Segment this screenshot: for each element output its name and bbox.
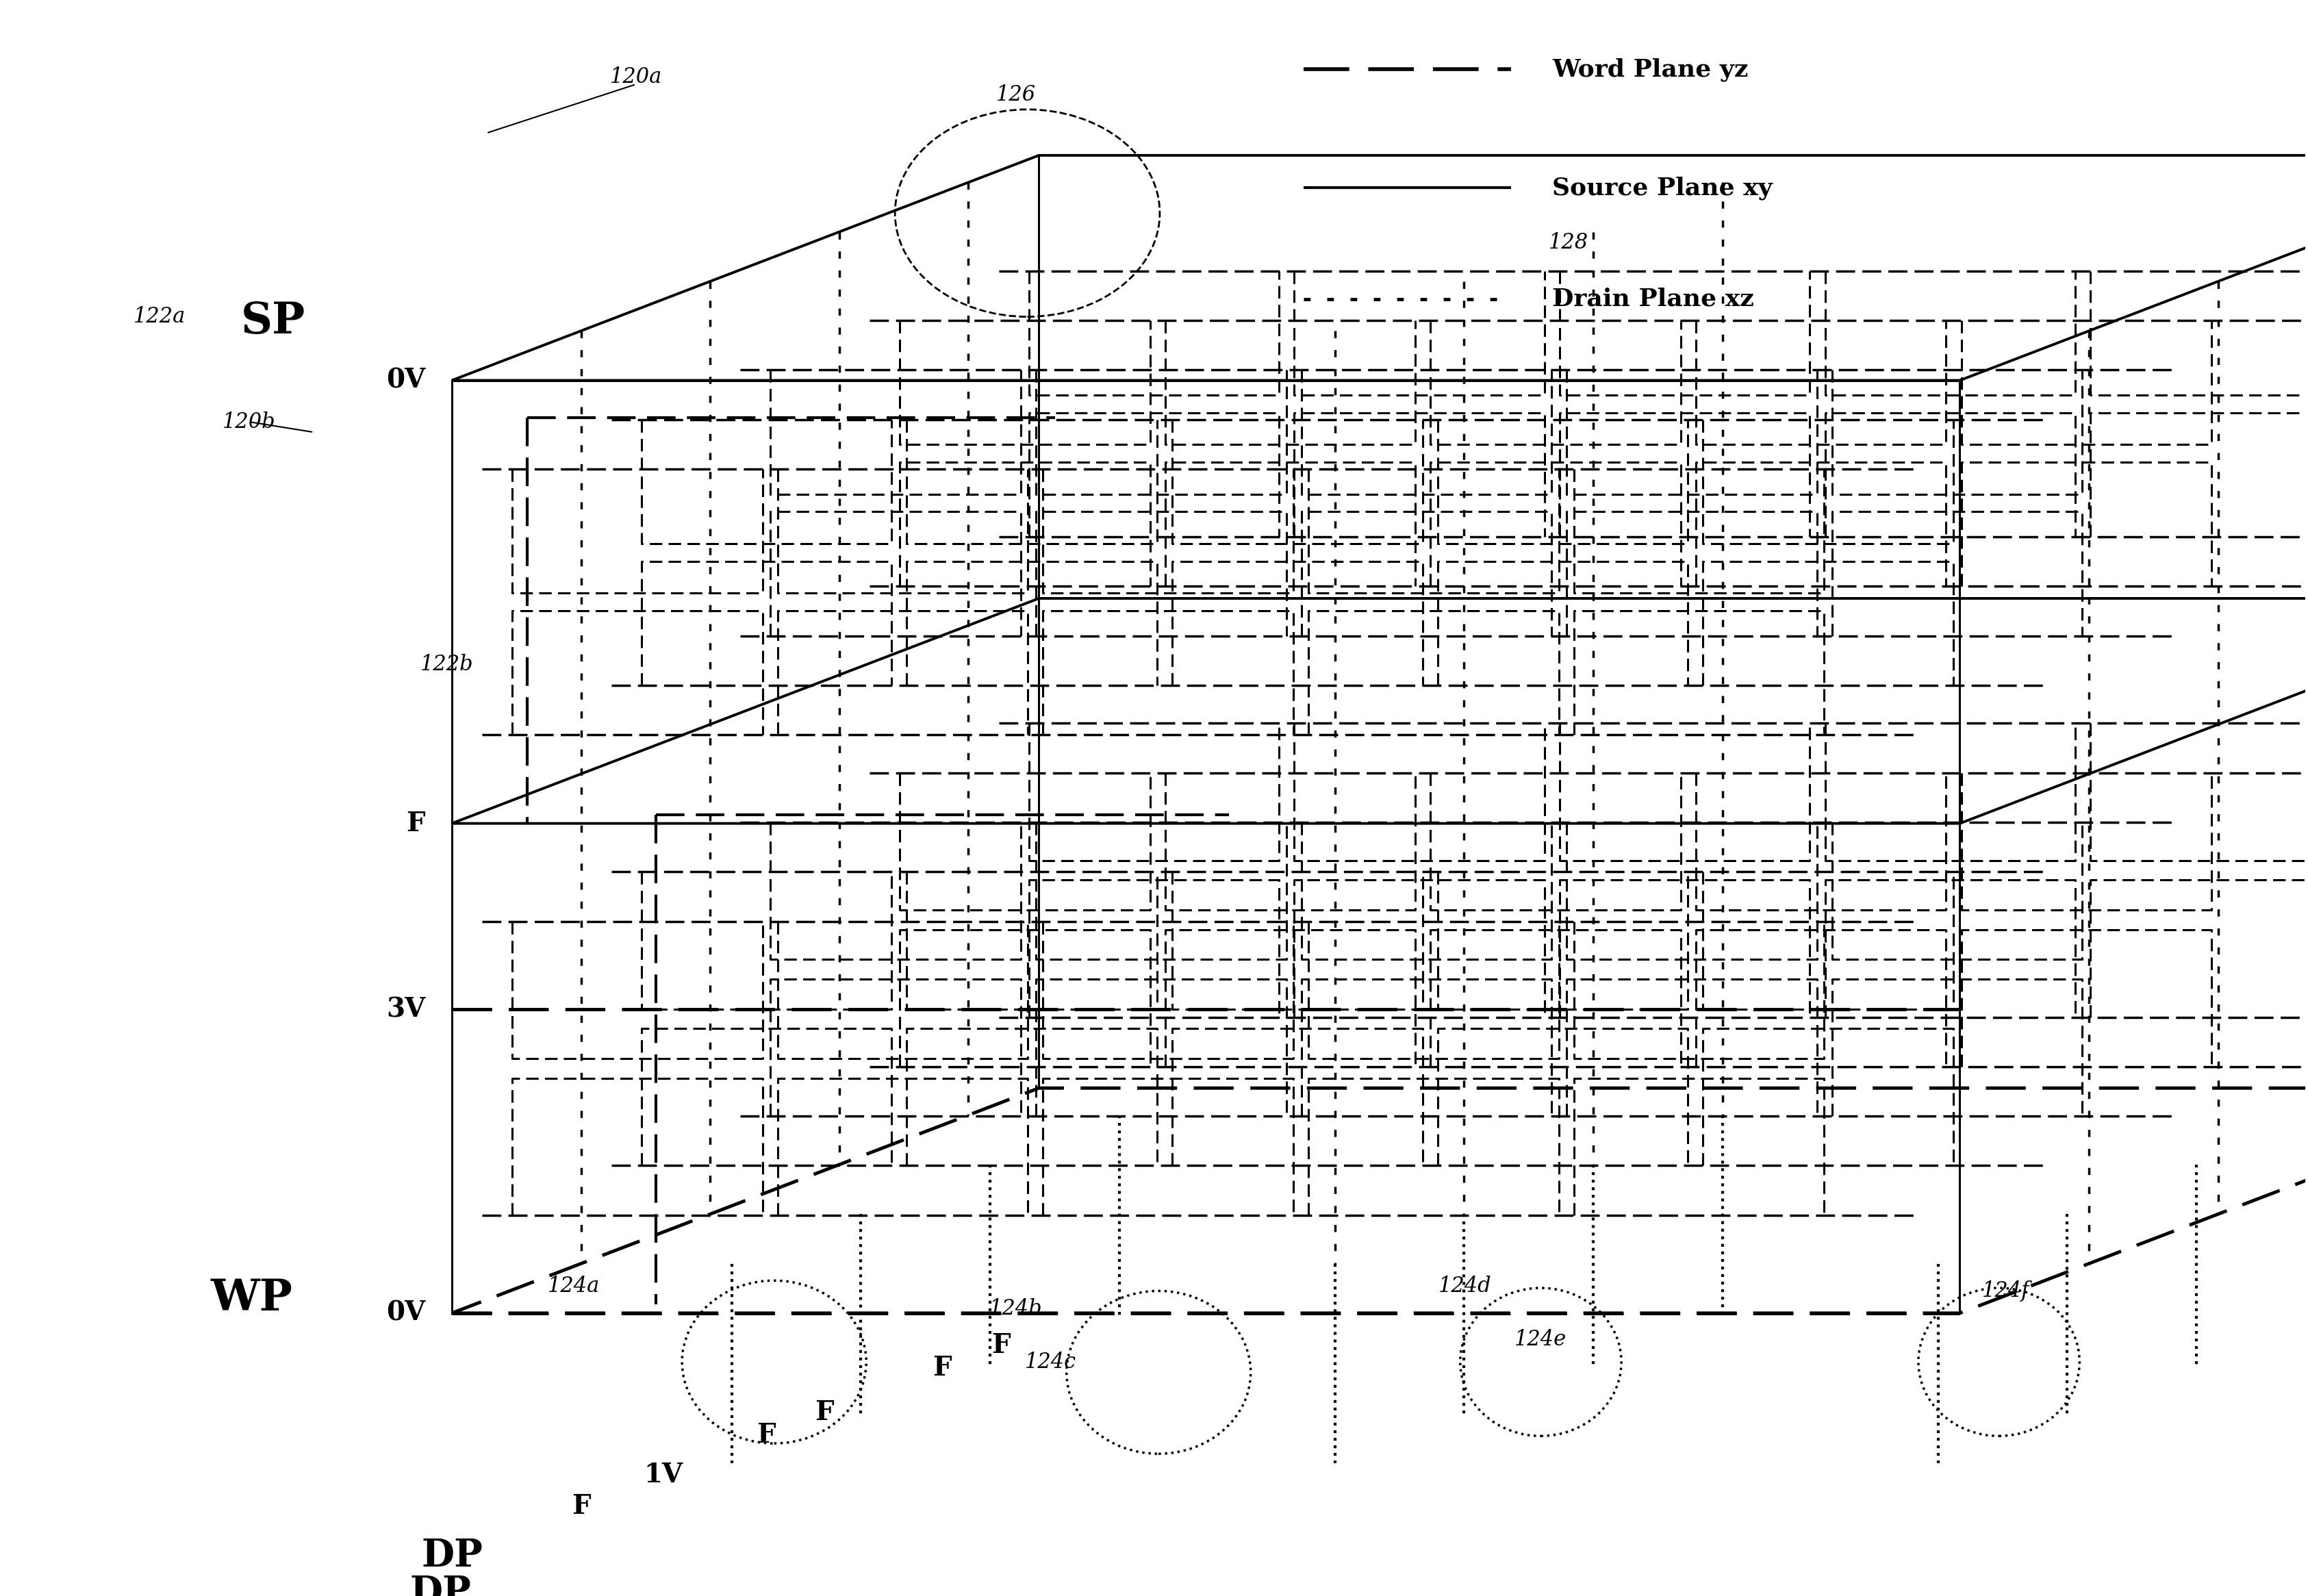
Text: DP: DP: [420, 1537, 482, 1575]
Text: WP: WP: [210, 1277, 293, 1320]
Text: 124d: 124d: [1438, 1275, 1491, 1298]
Text: 122b: 122b: [420, 654, 473, 675]
Text: 124b: 124b: [990, 1298, 1043, 1320]
Text: F: F: [406, 811, 425, 836]
Text: Word Plane yz: Word Plane yz: [1553, 57, 1749, 81]
Text: F: F: [932, 1355, 951, 1381]
Text: DP: DP: [409, 1574, 471, 1596]
Text: 122a: 122a: [134, 306, 185, 327]
Text: 124a: 124a: [547, 1275, 600, 1298]
Text: F: F: [815, 1400, 833, 1425]
Text: F: F: [757, 1422, 775, 1448]
Text: F: F: [990, 1333, 1011, 1358]
Text: 0V: 0V: [385, 1301, 425, 1326]
Text: 124e: 124e: [1514, 1329, 1567, 1350]
Text: 124c: 124c: [1025, 1352, 1076, 1373]
Text: 124f: 124f: [1983, 1280, 2029, 1301]
Text: 1V: 1V: [644, 1462, 683, 1487]
Text: 120b: 120b: [222, 412, 275, 433]
Text: F: F: [572, 1494, 591, 1519]
Text: Source Plane xy: Source Plane xy: [1553, 176, 1773, 200]
Text: 0V: 0V: [385, 367, 425, 393]
Text: Drain Plane xz: Drain Plane xz: [1553, 287, 1754, 311]
Text: 120a: 120a: [609, 67, 662, 88]
Text: 126: 126: [997, 85, 1036, 105]
Text: 128: 128: [1549, 231, 1588, 254]
Text: 3V: 3V: [385, 996, 425, 1023]
Text: SP: SP: [240, 300, 305, 342]
